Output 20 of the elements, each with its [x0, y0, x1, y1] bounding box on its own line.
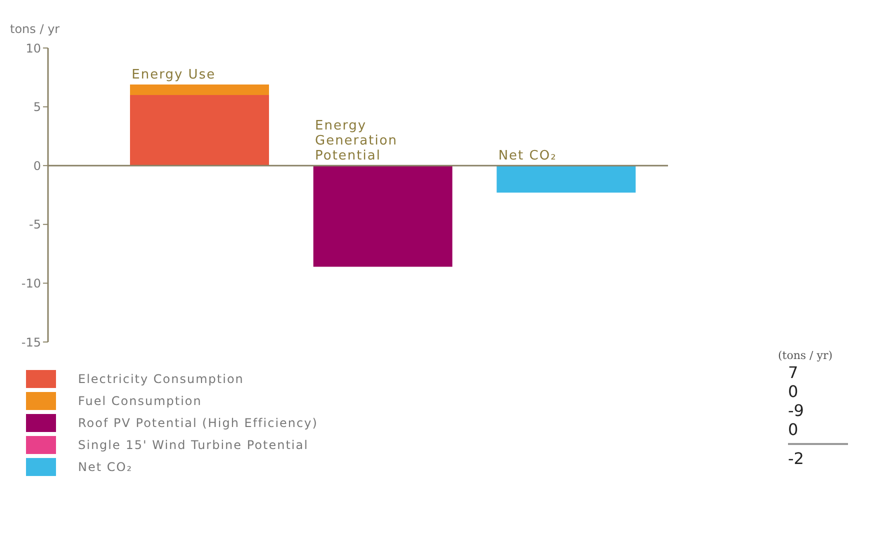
- text: -9: [788, 401, 805, 420]
- y-tick-label: -15: [21, 335, 41, 350]
- legend-label: Electricity Consumption: [78, 372, 244, 386]
- y-tick-label: 0: [33, 158, 41, 173]
- text: 0: [788, 420, 800, 439]
- text: 7: [788, 363, 800, 382]
- legend-label: Roof PV Potential (High Efficiency): [78, 416, 318, 430]
- text: (tons / yr): [778, 349, 833, 362]
- y-tick-label: 10: [26, 41, 41, 56]
- y-tick-label: 5: [33, 100, 41, 114]
- legend-label: Net CO₂: [78, 460, 133, 474]
- x-tick-label: Energy Use: [132, 67, 216, 82]
- y-tick-label: -5: [29, 218, 41, 232]
- y-axis-title: tons / yr: [10, 22, 60, 36]
- x-tick-label: Energy Generation Potential: [315, 118, 398, 164]
- text: -2: [788, 443, 848, 468]
- text: 0: [788, 382, 800, 401]
- legend-label: Fuel Consumption: [78, 394, 202, 408]
- legend-label: Single 15' Wind Turbine Potential: [78, 438, 308, 452]
- y-tick-label: -10: [21, 276, 41, 290]
